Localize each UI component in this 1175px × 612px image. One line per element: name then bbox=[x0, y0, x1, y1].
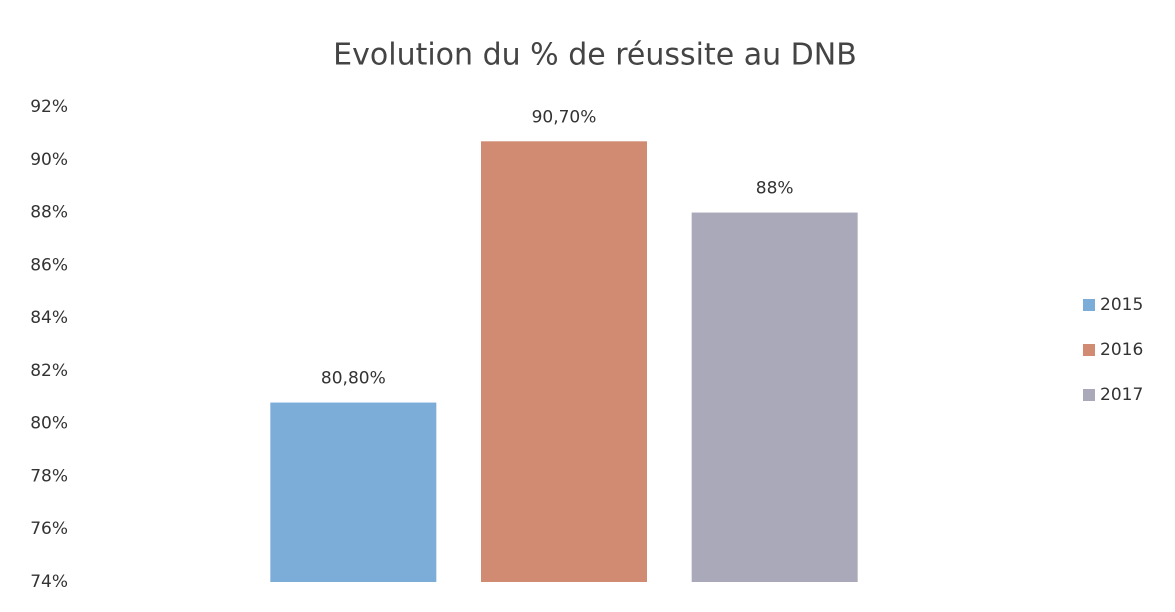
y-tick-label: 74% bbox=[30, 572, 68, 592]
legend-label: 2017 bbox=[1100, 385, 1143, 405]
bar bbox=[270, 402, 437, 582]
y-tick-label: 76% bbox=[30, 519, 68, 539]
legend-label: 2016 bbox=[1100, 340, 1143, 360]
y-tick-label: 84% bbox=[30, 308, 68, 328]
legend-swatch bbox=[1083, 344, 1095, 356]
y-tick-label: 88% bbox=[30, 203, 68, 223]
bar bbox=[691, 212, 858, 583]
value-label: 80,80% bbox=[321, 369, 386, 389]
legend-label: 2015 bbox=[1100, 295, 1143, 315]
value-label: 90,70% bbox=[532, 107, 597, 127]
value-label: 88% bbox=[756, 179, 794, 199]
y-tick-label: 82% bbox=[30, 361, 68, 381]
chart-title: Evolution du % de réussite au DNB bbox=[333, 38, 857, 73]
legend-swatch bbox=[1083, 299, 1095, 311]
y-tick-label: 80% bbox=[30, 414, 68, 434]
y-tick-label: 90% bbox=[30, 150, 68, 170]
y-tick-label: 78% bbox=[30, 466, 68, 486]
y-tick-label: 86% bbox=[30, 255, 68, 275]
legend-swatch bbox=[1083, 389, 1095, 401]
bar bbox=[481, 141, 647, 583]
y-tick-label: 92% bbox=[30, 97, 68, 117]
